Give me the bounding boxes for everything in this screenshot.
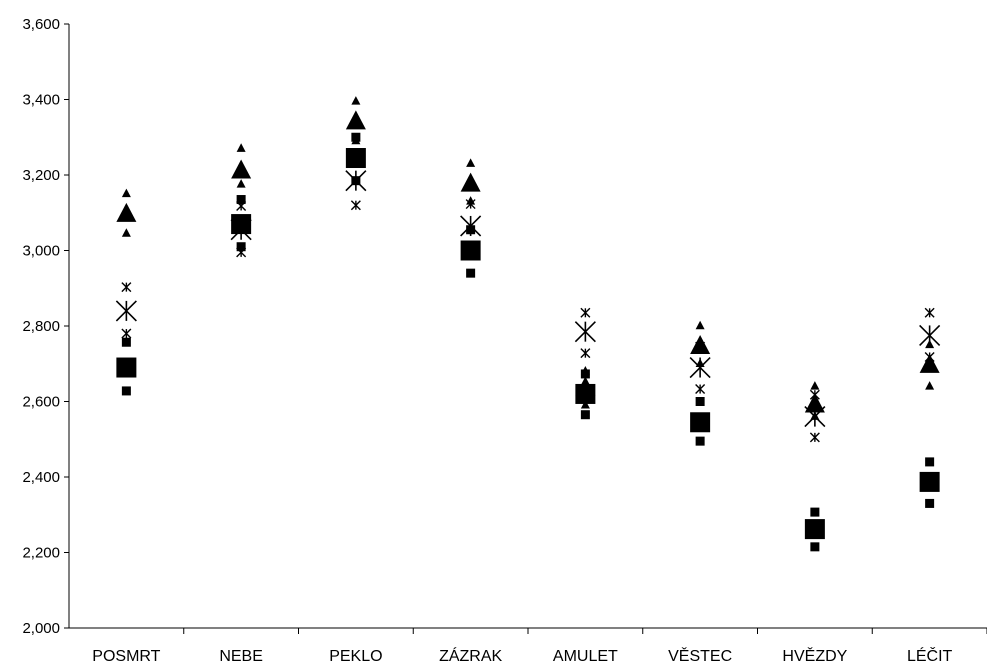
triangle-low-marker <box>580 399 590 409</box>
square-high-marker <box>236 195 246 205</box>
asterisk-low-marker <box>695 384 706 395</box>
triangle-mean-marker <box>231 159 252 179</box>
square-high-marker <box>351 132 361 142</box>
asterisk-high-marker <box>236 200 247 211</box>
asterisk-high-marker <box>695 341 706 352</box>
x-tick-label: VĚSTEC <box>668 646 732 665</box>
square-low-marker <box>121 386 131 396</box>
asterisk-high-marker <box>924 307 935 318</box>
triangle-high-marker <box>810 381 820 390</box>
asterisk-mean-marker <box>345 170 367 192</box>
y-tick-label: 3,200 <box>22 167 60 184</box>
asterisk-low-marker <box>236 247 247 258</box>
asterisk-high-marker <box>580 307 591 318</box>
triangle-low-marker <box>121 228 131 237</box>
asterisk-low-marker <box>580 348 591 359</box>
asterisk-low-marker <box>465 241 476 252</box>
y-tick-label: 2,600 <box>22 394 60 411</box>
asterisk-high-marker <box>350 153 361 164</box>
triangle-mean-marker <box>804 393 825 413</box>
square-mean-marker <box>804 519 825 540</box>
y-tick-label: 3,400 <box>22 92 60 109</box>
y-tick-label: 3,600 <box>22 16 60 33</box>
x-tick-label: AMULET <box>553 648 618 665</box>
y-tick-label: 2,400 <box>22 469 60 486</box>
square-low-marker <box>236 242 246 252</box>
square-high-marker <box>810 507 820 517</box>
y-tick-label: 2,000 <box>22 620 60 637</box>
triangle-mean-marker <box>345 110 366 130</box>
square-mean-marker <box>575 383 596 404</box>
square-low-marker <box>580 410 590 420</box>
x-tick-label: HVĚZDY <box>782 646 847 665</box>
y-tick-label: 2,200 <box>22 545 60 562</box>
asterisk-mean-marker <box>689 356 711 379</box>
asterisk-low-marker <box>121 328 132 339</box>
x-axis: POSMRT NEBE PEKLO ZÁZRAK AMULET VĚSTEC HVĚZDY L… <box>69 627 987 665</box>
asterisk-mean-marker <box>804 406 826 428</box>
y-tick-label: 2,800 <box>22 318 60 335</box>
asterisk-mean-marker <box>230 219 252 241</box>
square-high-marker <box>925 457 935 467</box>
x-tick-label: NEBE <box>219 648 263 665</box>
x-tick-label: LÉČIT <box>907 646 953 665</box>
asterisk-low-marker <box>924 351 935 362</box>
data-marks <box>115 96 941 552</box>
x-tick-label: POSMRT <box>92 648 160 665</box>
asterisk-low-marker <box>350 200 361 211</box>
triangle-low-marker <box>925 381 935 390</box>
asterisk-mean-marker <box>115 300 137 322</box>
triangle-mean-marker <box>116 202 137 222</box>
triangle-mean-marker <box>919 353 940 373</box>
asterisk-high-marker <box>809 389 820 400</box>
triangle-low-marker <box>236 179 246 188</box>
square-low-marker <box>810 542 820 552</box>
triangle-high-marker <box>236 143 246 152</box>
square-low-marker <box>695 436 705 446</box>
square-low-marker <box>466 268 476 278</box>
square-low-marker <box>925 498 935 508</box>
triangle-mean-marker <box>460 172 481 192</box>
asterisk-high-marker <box>121 282 132 293</box>
x-ticks: POSMRT NEBE PEKLO ZÁZRAK AMULET VĚSTEC HVĚZDY L… <box>92 628 987 665</box>
square-mean-marker <box>116 357 137 378</box>
triangle-high-marker <box>351 96 361 105</box>
x-tick-label: ZÁZRAK <box>439 646 502 665</box>
triangle-high-marker <box>466 158 476 167</box>
y-ticks: 2,000 2,200 2,400 2,600 2,800 3,000 3,200 3,400… <box>22 16 69 637</box>
x-tick-label: PEKLO <box>329 648 382 665</box>
asterisk-mean-marker <box>460 215 482 237</box>
y-tick-label: 3,000 <box>22 243 60 260</box>
asterisk-mean-marker <box>919 324 941 347</box>
square-high-marker <box>121 337 131 347</box>
square-high-marker <box>580 369 590 379</box>
asterisk-high-marker <box>465 199 476 210</box>
y-axis: 2,000 2,200 2,400 2,600 2,800 3,000 3,200 3,400… <box>22 16 70 637</box>
asterisk-low-marker <box>809 432 820 443</box>
square-mean-marker <box>690 412 711 433</box>
square-high-marker <box>695 397 705 406</box>
asterisk-mean-marker <box>574 321 596 343</box>
triangle-high-marker <box>121 188 131 198</box>
triangle-high-marker <box>695 320 705 330</box>
square-mean-marker <box>919 471 940 492</box>
